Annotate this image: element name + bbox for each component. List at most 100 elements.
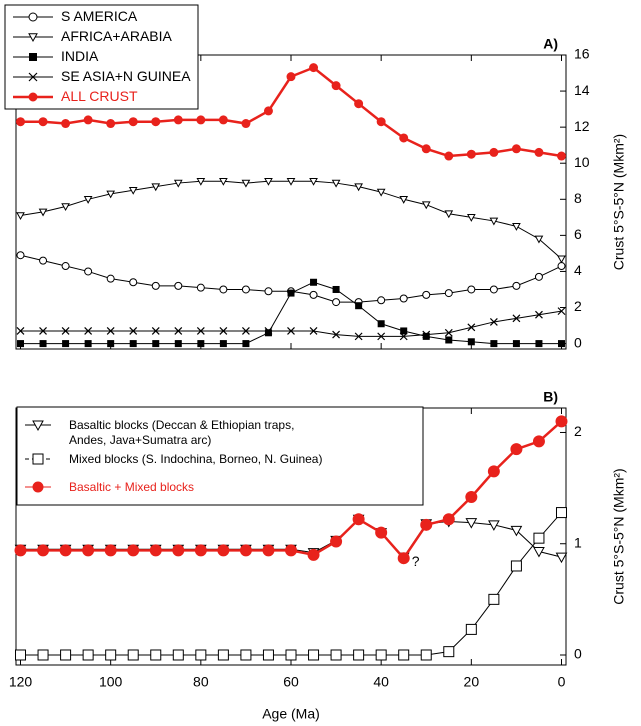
marker [532,435,545,448]
marker [240,649,252,661]
marker [84,267,93,276]
marker [107,340,115,348]
legend-label: Basaltic + Mixed blocks [69,480,195,494]
marker [422,332,430,340]
y-tick-label: 8 [574,190,582,206]
y-tick-label: 6 [574,226,582,242]
marker [219,285,228,294]
marker [61,262,70,271]
marker [375,526,388,539]
marker [490,340,498,348]
marker [442,513,455,526]
marker [309,290,318,299]
x-tick-label: 100 [99,674,123,690]
marker [39,340,47,348]
marker [309,327,318,335]
marker [489,318,498,326]
marker [150,649,162,661]
marker [352,513,365,526]
x-tick-label: 40 [373,674,389,690]
marker [309,177,318,186]
marker [466,149,476,159]
marker [173,179,183,188]
marker [533,532,545,544]
marker [512,223,521,231]
legend-label: AFRICA+ARABIA [61,28,172,44]
marker [421,201,431,210]
y-tick-label: 0 [574,646,582,662]
marker [489,217,499,226]
marker [377,296,386,305]
marker [151,327,160,335]
y-tick-label: 0 [574,334,582,350]
legend-marker [32,420,44,432]
marker [241,285,250,294]
legend-box [16,406,424,506]
marker [444,210,454,219]
marker [467,285,476,294]
marker [60,649,72,661]
marker [84,340,92,348]
marker [127,544,140,557]
marker [534,272,543,281]
marker [331,81,341,91]
x-tick-label: 0 [558,674,566,690]
marker [129,278,138,287]
y-tick-label: 16 [574,46,590,62]
marker [196,327,205,335]
marker [487,465,500,478]
marker [106,327,115,335]
marker [174,327,183,335]
marker [511,144,521,154]
legend-label: Basaltic blocks (Deccan & Ethiopian trap… [69,418,295,447]
marker [128,117,138,127]
marker [127,649,139,661]
marker [330,535,343,548]
marker [399,294,408,303]
marker [16,212,25,221]
marker [422,330,431,339]
marker [557,262,566,271]
marker [354,332,363,341]
y-tick-label: 1 [574,534,582,550]
marker [241,179,251,188]
marker [489,285,498,294]
x-axis-label: Age (Ma) [262,706,320,722]
marker [196,177,206,186]
marker [375,649,387,661]
marker [399,195,409,204]
marker [465,518,478,529]
marker [555,415,568,428]
marker [39,327,47,335]
marker [16,251,25,260]
x-tick-label: 120 [9,674,33,690]
marker [332,330,341,339]
marker [444,328,453,337]
marker [239,544,252,557]
panel-label: A) [543,36,558,52]
marker [264,327,273,335]
marker [219,340,227,348]
legend-marker [29,53,37,61]
marker [421,144,431,154]
marker [16,327,25,335]
y-tick-label: 4 [574,262,582,278]
marker [422,290,431,299]
marker [376,117,386,127]
legend-label: S AMERICA [61,8,138,24]
marker [510,443,523,456]
series-line [20,512,562,656]
marker [264,177,273,186]
marker [287,327,295,335]
marker [444,151,454,161]
legend-label: ALL CRUST [61,88,138,104]
marker [535,310,543,319]
marker [196,115,206,125]
marker [557,307,566,316]
marker [555,552,568,564]
series-line [20,310,562,337]
marker [194,544,207,557]
marker [489,147,499,157]
marker [535,340,543,348]
